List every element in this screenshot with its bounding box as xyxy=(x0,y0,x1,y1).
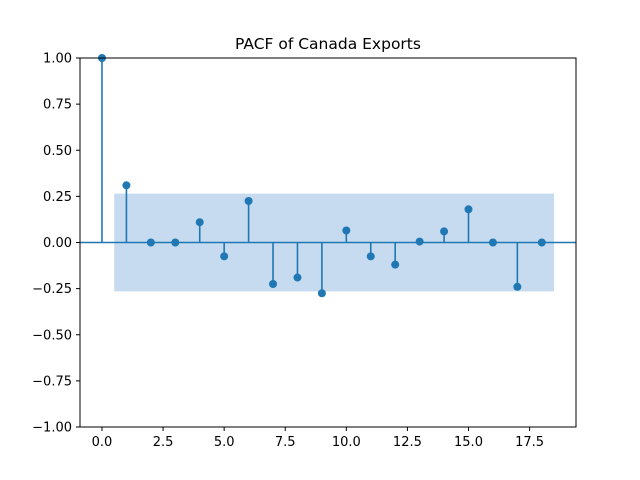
data-point xyxy=(513,282,522,291)
data-point xyxy=(171,238,180,247)
data-point xyxy=(269,280,278,289)
chart-title: PACF of Canada Exports xyxy=(235,35,421,53)
x-axis: 0.0 2.5 5.0 7.5 10.0 12.5 15.0 17.5 xyxy=(92,427,544,450)
data-point xyxy=(220,252,229,261)
y-tick-label: −0.75 xyxy=(32,374,72,389)
y-axis: −1.00 −0.75 −0.50 −0.25 0.00 0.25 0.50 0.75 1.00 xyxy=(32,52,80,436)
data-point xyxy=(440,227,449,236)
data-point xyxy=(366,252,375,261)
x-tick-label: 12.5 xyxy=(393,435,422,450)
data-point xyxy=(391,260,400,269)
x-tick-label: 0.0 xyxy=(92,435,113,450)
y-tick-label: 0.00 xyxy=(43,236,72,251)
x-tick-label: 15.0 xyxy=(454,435,483,450)
data-point xyxy=(244,196,253,205)
y-tick-label: −1.00 xyxy=(32,421,72,436)
data-point xyxy=(537,238,546,247)
data-point xyxy=(464,205,473,214)
x-tick-label: 2.5 xyxy=(153,435,174,450)
x-tick-label: 17.5 xyxy=(515,435,544,450)
y-tick-label: 0.50 xyxy=(43,144,72,159)
data-point xyxy=(342,226,351,235)
y-tick-label: 1.00 xyxy=(43,52,72,67)
x-tick-label: 10.0 xyxy=(332,435,361,450)
y-tick-label: 0.75 xyxy=(43,98,72,113)
y-tick-label: 0.25 xyxy=(43,190,72,205)
data-point xyxy=(146,238,155,247)
marker-layer xyxy=(97,54,546,298)
data-point xyxy=(293,273,302,282)
y-tick-label: −0.25 xyxy=(32,282,72,297)
data-point xyxy=(195,218,204,227)
x-tick-label: 5.0 xyxy=(214,435,235,450)
x-tick-label: 7.5 xyxy=(275,435,296,450)
data-point xyxy=(415,237,424,246)
y-tick-label: −0.50 xyxy=(32,328,72,343)
data-point xyxy=(317,289,326,298)
data-point xyxy=(122,181,131,190)
data-point xyxy=(488,238,497,247)
